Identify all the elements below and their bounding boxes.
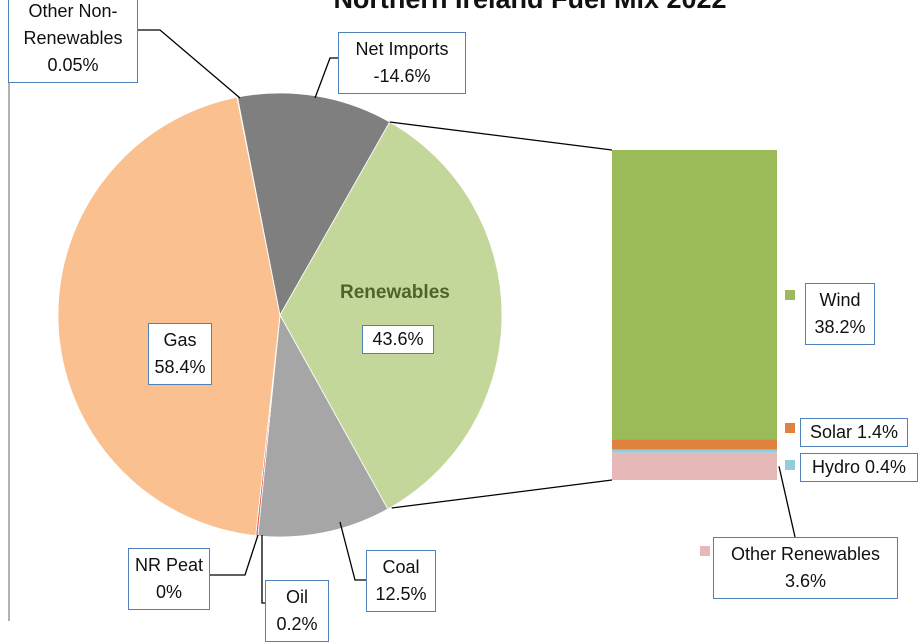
label-text: 3.6% — [784, 571, 827, 591]
data-label: Gas 58.4% — [148, 323, 212, 385]
label-text: 0.2% — [276, 614, 318, 634]
label-text: 0% — [155, 582, 182, 602]
leader-line — [778, 466, 796, 538]
label-text: Coal — [382, 557, 420, 577]
chart-title: Northern Ireland Fuel Mix 2022 — [260, 0, 800, 15]
data-label: 43.6% — [362, 325, 434, 354]
leader-line — [261, 535, 265, 604]
pie-slice — [279, 121, 503, 510]
legend-swatch — [785, 290, 795, 300]
label-text: 0.05% — [47, 55, 99, 75]
label-text: Wind — [819, 290, 861, 310]
data-label: Net Imports -14.6% — [338, 32, 466, 94]
connector — [389, 121, 613, 151]
label-text: Other Non-Renewables — [23, 1, 123, 48]
leader-line — [314, 57, 338, 99]
leader-line — [138, 29, 241, 99]
label-text: Hydro — [811, 457, 860, 477]
data-label: NR Peat 0% — [128, 548, 210, 610]
label-text: Other Renewables — [730, 544, 881, 564]
label-text: 43.6% — [372, 329, 424, 349]
data-label: Other Non-Renewables 0.05% — [8, 0, 138, 83]
label-text: Solar — [809, 422, 852, 442]
data-label: Other Renewables 3.6% — [713, 537, 898, 599]
pie-slice — [57, 96, 281, 537]
label-text: -14.6% — [373, 66, 431, 86]
data-label: Solar 1.4% — [800, 418, 908, 447]
data-label: Oil 0.2% — [265, 580, 329, 642]
legend-swatch — [785, 423, 795, 433]
label-text: 12.5% — [375, 584, 427, 604]
data-label: Hydro 0.4% — [800, 453, 918, 482]
label-text: Oil — [286, 587, 308, 607]
label-text: 0.4% — [865, 457, 907, 477]
legend-swatch — [785, 460, 795, 470]
label-text: Gas — [163, 330, 197, 350]
label-text: 1.4% — [857, 422, 899, 442]
bar-segment — [612, 150, 777, 440]
label-text: 38.2% — [814, 317, 866, 337]
label-text: 58.4% — [154, 357, 206, 377]
data-label: Coal 12.5% — [366, 550, 436, 612]
bar-segment — [612, 449, 777, 453]
data-label: Wind 38.2% — [805, 283, 875, 345]
connector — [391, 479, 613, 509]
legend-swatch — [700, 546, 710, 556]
leader-line — [210, 534, 259, 576]
bar-segment — [612, 452, 777, 480]
slice-name: Renewables — [340, 282, 450, 303]
pie-slice — [257, 313, 389, 538]
bar-segment — [612, 439, 777, 450]
page: {"chart_data": {"type": "pie_of_bar", "t… — [8, 0, 918, 642]
chart — [8, 0, 796, 621]
label-text: NR Peat — [134, 555, 204, 575]
leader-line — [339, 521, 366, 581]
label-text: Net Imports — [355, 39, 449, 59]
